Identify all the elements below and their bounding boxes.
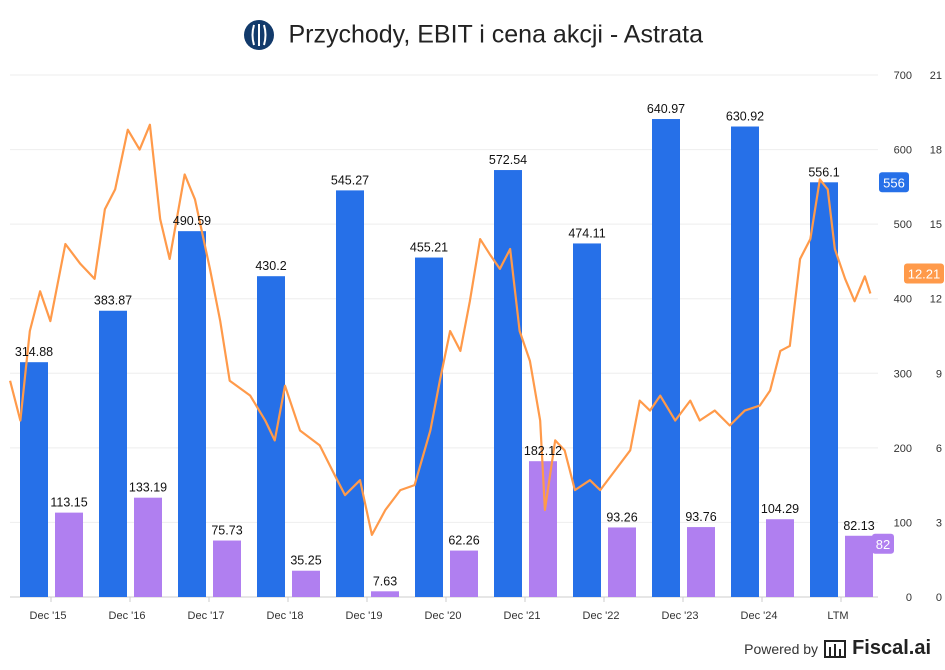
y-left-tick-label: 500 [894,219,912,231]
y-right-tick-label: 18 [930,145,942,157]
x-tick-label: Dec '22 [583,610,620,622]
revenue-bar [652,119,680,597]
revenue-data-label: 314.88 [15,345,53,359]
revenue-bar [810,182,838,597]
ebit-data-label: 133.19 [129,481,167,495]
revenue-bar [494,170,522,597]
price-last-badge-bg [904,263,944,284]
revenue-bar [731,126,759,597]
ebit-bar [371,591,399,597]
revenue-bar [20,362,48,597]
price-line [9,123,872,536]
revenue-data-label: 556.1 [808,165,839,179]
y-left-tick-label: 400 [894,294,912,306]
fiscal-logo-icon [824,639,847,658]
ebit-data-label: 93.26 [606,510,637,524]
x-tick-label: Dec '15 [30,610,67,622]
ebit-bar [845,535,873,597]
y-right-tick-label: 15 [930,219,942,231]
x-tick-label: Dec '24 [741,610,778,622]
ebit-bar [292,570,320,597]
revenue-data-label: 455.21 [410,241,448,255]
ebit-last-badge: 82 [876,537,890,552]
ebit-bar [450,550,478,597]
ebit-bar [134,497,162,597]
powered-by[interactable]: Powered by Fiscal.ai [744,637,931,660]
y-left-tick-label: 300 [894,368,912,380]
x-tick-label: Dec '18 [267,610,304,622]
revenue-bar [573,243,601,597]
price-last-badge: 12.21 [908,266,941,281]
ebit-data-label: 62.26 [448,534,479,548]
chart-title-row: Przychody, EBIT i cena akcji - Astrata [0,18,945,52]
ebit-bar [608,527,636,597]
x-tick-label: Dec '16 [109,610,146,622]
y-left-tick-label: 100 [894,517,912,529]
ebit-data-label: 75.73 [211,524,242,538]
ebit-bar [766,519,794,597]
revenue-data-label: 383.87 [94,294,132,308]
revenue-bar [99,310,127,597]
y-left-tick-label: 0 [906,592,912,604]
x-tick-label: Dec '23 [662,610,699,622]
x-tick-label: LTM [827,610,848,622]
y-left-tick-label: 200 [894,443,912,455]
revenue-bar [257,276,285,597]
powered-by-label: Powered by [744,640,819,657]
revenue-data-label: 640.97 [647,102,685,116]
ebit-bar [55,512,83,597]
brand-name: Fiscal.ai [852,637,931,659]
ebit-bar [213,540,241,597]
y-right-tick-label: 21 [930,70,942,82]
x-tick-label: Dec '17 [188,610,225,622]
revenue-last-badge-bg [879,172,909,193]
y-right-tick-label: 12 [930,294,942,306]
revenue-bar [178,231,206,597]
revenue-data-label: 490.59 [173,214,211,228]
ebit-data-label: 104.29 [761,502,799,516]
revenue-data-label: 430.2 [255,259,286,273]
x-tick-label: Dec '19 [346,610,383,622]
y-left-tick-label: 600 [894,145,912,157]
y-left-tick-label: 700 [894,70,912,82]
ebit-data-label: 182.12 [524,444,562,458]
revenue-data-label: 572.54 [489,153,527,167]
x-tick-label: Dec '20 [425,610,462,622]
y-right-tick-label: 9 [936,368,942,380]
revenue-data-label: 474.11 [568,226,605,240]
revenue-data-label: 545.27 [331,173,369,187]
revenue-data-label: 630.92 [726,110,764,124]
y-right-tick-label: 3 [936,517,942,529]
revenue-last-badge: 556 [883,175,905,190]
ebit-data-label: 113.15 [50,496,87,510]
ebit-data-label: 35.25 [290,554,321,568]
revenue-bar [336,190,364,597]
ebit-data-label: 7.63 [373,574,397,588]
x-tick-label: Dec '21 [504,610,541,622]
ebit-data-label: 82.13 [843,519,874,533]
ebit-last-badge-bg [872,533,894,554]
chart-title: Przychody, EBIT i cena akcji - Astrata [288,20,703,49]
y-right-tick-label: 6 [936,443,942,455]
ebit-bar [687,527,715,597]
revenue-bar [415,257,443,597]
ebit-data-label: 93.76 [685,510,716,524]
y-right-tick-label: 0 [936,592,942,604]
astrata-logo [244,20,275,50]
